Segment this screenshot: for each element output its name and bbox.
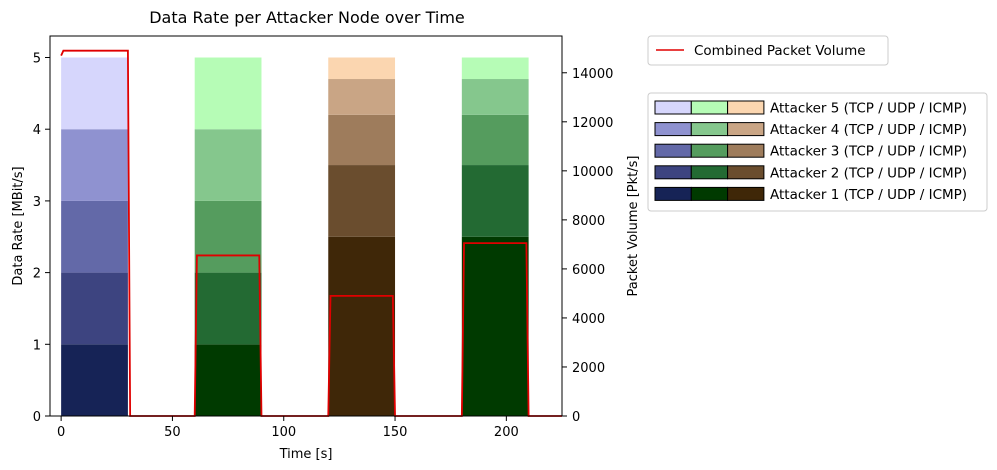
- band-phase-2-attacker-3: [194, 200, 262, 273]
- legend-attackers-box: Attacker 5 (TCP / UDP / ICMP) Attacker 4 …: [647, 92, 988, 212]
- left-y-tick-label: 3: [33, 195, 41, 210]
- right-y-tick-label: 12000: [572, 116, 613, 131]
- legend-swatch-attacker-4-udp: [690, 122, 729, 137]
- legend-attacker-label: Attacker 3 (TCP / UDP / ICMP): [770, 144, 967, 160]
- legend-swatch-attacker-3-icmp: [727, 143, 765, 158]
- legend-swatch-attacker-4-icmp: [727, 122, 765, 137]
- legend-line-box: Combined Packet Volume: [647, 35, 889, 66]
- right-y-tick-label: 14000: [572, 67, 613, 82]
- chart-title: Data Rate per Attacker Node over Time: [149, 8, 465, 27]
- x-tick-label: 150: [383, 425, 408, 440]
- band-phase-2-attacker-4: [194, 129, 262, 201]
- left-y-tick-label: 1: [33, 338, 41, 353]
- band-phase-4-attacker-2: [461, 165, 529, 237]
- band-phase-1-attacker-4: [61, 129, 128, 201]
- band-phase-3-attacker-5: [328, 57, 396, 80]
- right-y-tick-label: 0: [572, 410, 580, 425]
- legend-swatch-attacker-4-tcp: [654, 122, 692, 137]
- legend-swatch-attacker-5-tcp: [654, 100, 692, 115]
- legend-swatch-attacker-1-udp: [690, 186, 729, 201]
- legend-swatch-attacker-2-icmp: [727, 165, 765, 180]
- band-phase-4-attacker-3: [461, 114, 529, 166]
- band-phase-1-attacker-3: [61, 200, 128, 273]
- legend-line-label: Combined Packet Volume: [694, 43, 866, 59]
- band-phase-2-attacker-1: [194, 344, 262, 416]
- legend-swatch-attacker-3-udp: [690, 143, 729, 158]
- legend-attacker-label: Attacker 2 (TCP / UDP / ICMP): [770, 165, 967, 181]
- legend-attacker-label: Attacker 1 (TCP / UDP / ICMP): [770, 187, 967, 203]
- band-phase-1-attacker-2: [61, 272, 128, 345]
- right-y-tick-label: 4000: [572, 312, 605, 327]
- right-y-tick-label: 6000: [572, 263, 605, 278]
- legend-swatch-attacker-5-icmp: [727, 100, 765, 115]
- legend-swatch-attacker-1-tcp: [654, 186, 692, 201]
- left-y-tick-label: 5: [33, 52, 41, 67]
- right-y-axis-label: Packet Volume [Pkt/s]: [626, 156, 641, 297]
- left-y-axis-label: Data Rate [MBit/s]: [11, 166, 26, 285]
- band-phase-3-attacker-1: [328, 236, 396, 416]
- x-tick-label: 0: [57, 425, 65, 440]
- x-axis-ticks: 0 50 100 150 200: [57, 416, 519, 440]
- x-tick-label: 50: [164, 425, 181, 440]
- legend-line-frame: [647, 35, 889, 66]
- left-y-axis-ticks: 0 1 2 3 4 5: [33, 52, 50, 425]
- band-phase-1-attacker-1: [61, 344, 128, 416]
- legend-swatch-attacker-2-tcp: [654, 165, 692, 180]
- left-y-tick-label: 4: [33, 123, 41, 138]
- legend-attacker-label: Attacker 5 (TCP / UDP / ICMP): [770, 101, 967, 117]
- left-y-tick-label: 2: [33, 267, 41, 282]
- band-phase-1-attacker-5: [61, 57, 128, 130]
- plot-frame: [49, 35, 563, 417]
- band-phase-2-attacker-2: [194, 272, 262, 345]
- x-tick-label: 100: [271, 425, 296, 440]
- band-phase-3-attacker-2: [328, 165, 396, 237]
- legend-swatch-attacker-1-icmp: [727, 186, 765, 201]
- legend-swatch-attacker-5-udp: [690, 100, 729, 115]
- band-phase-2-attacker-5: [194, 57, 262, 130]
- left-y-tick-label: 0: [33, 410, 41, 425]
- legend-attacker-label: Attacker 4 (TCP / UDP / ICMP): [770, 122, 967, 138]
- x-axis-label: Time [s]: [279, 447, 333, 462]
- x-tick-label: 200: [494, 425, 519, 440]
- right-y-tick-label: 8000: [572, 214, 605, 229]
- band-phase-4-attacker-5: [461, 57, 529, 80]
- band-phase-3-attacker-4: [328, 79, 396, 115]
- band-phase-4-attacker-4: [461, 79, 529, 115]
- right-y-tick-label: 10000: [572, 165, 613, 180]
- legend-swatch-attacker-3-tcp: [654, 143, 692, 158]
- band-phase-4-attacker-1: [461, 236, 529, 416]
- right-y-axis-ticks: 0 2000 4000 6000 8000 10000 12000 14000: [562, 67, 613, 425]
- legend-swatch-attacker-2-udp: [690, 165, 729, 180]
- band-phase-3-attacker-3: [328, 114, 396, 166]
- stacked-area-bands: [61, 57, 529, 416]
- right-y-tick-label: 2000: [572, 361, 605, 376]
